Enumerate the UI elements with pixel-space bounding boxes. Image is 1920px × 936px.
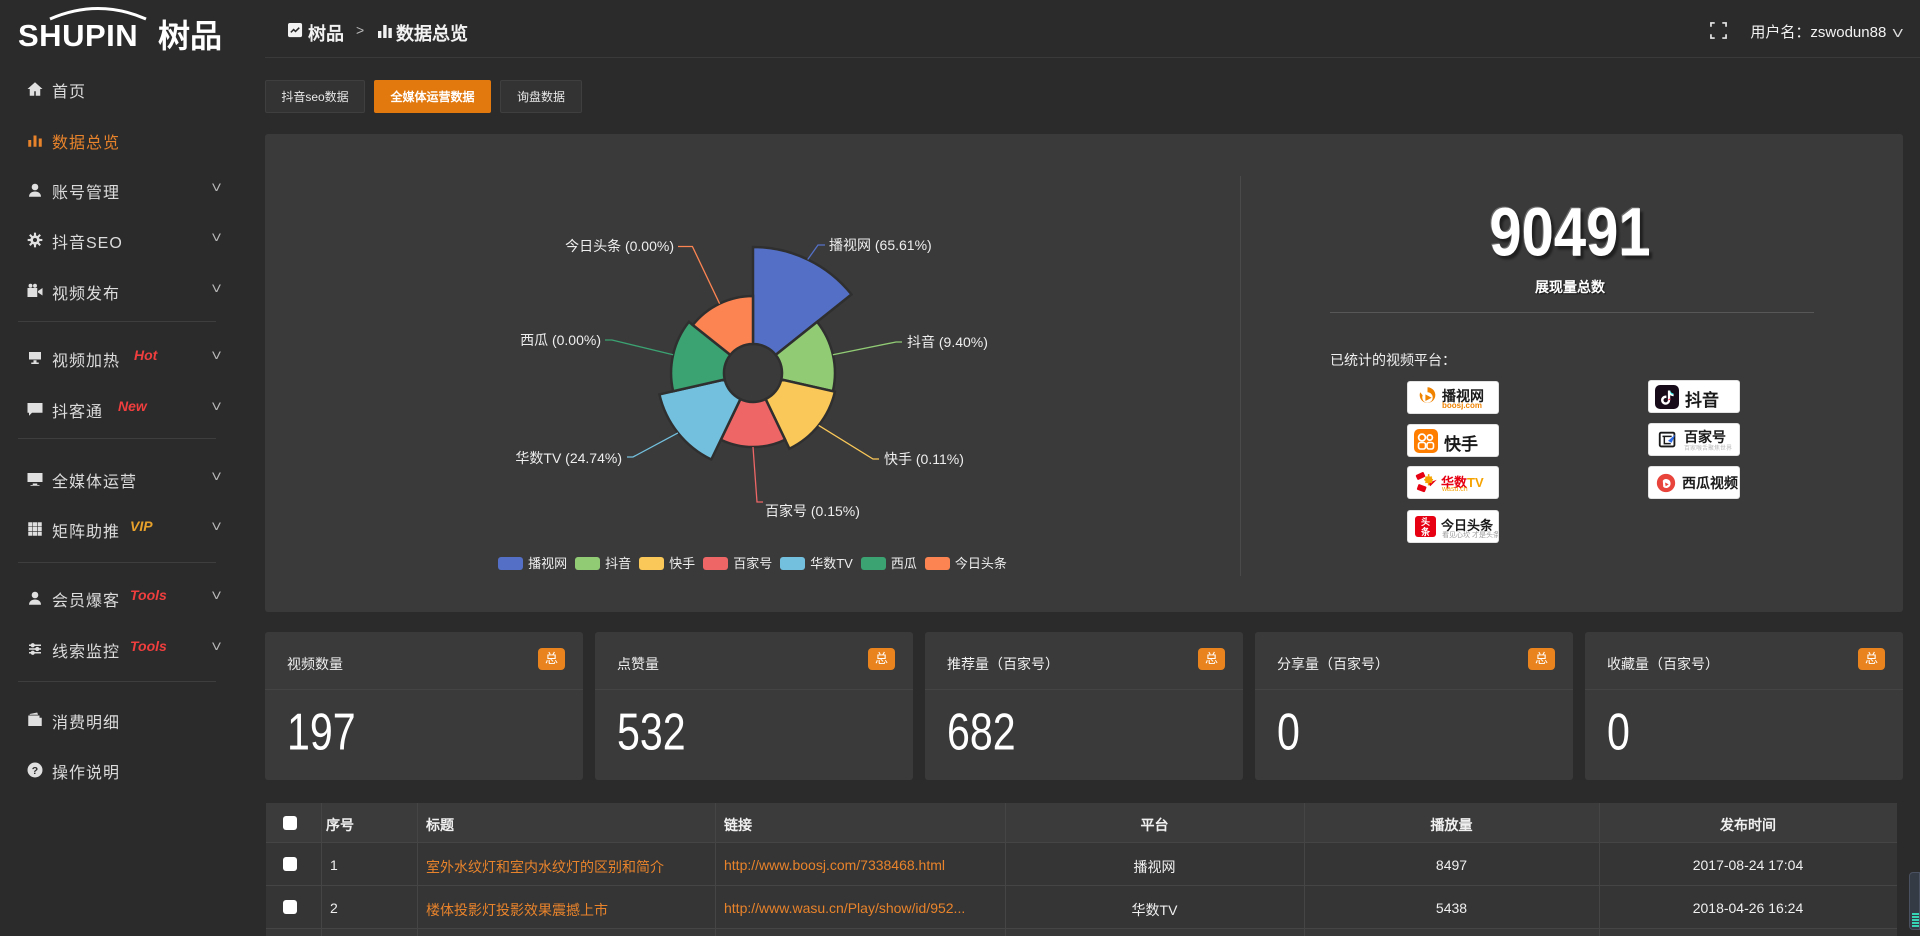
svg-text:快手 (0.11%): 快手 (0.11%) bbox=[884, 451, 964, 467]
svg-text:华数TV (24.74%): 华数TV (24.74%) bbox=[515, 450, 622, 466]
svg-text:百家号 (0.15%): 百家号 (0.15%) bbox=[765, 503, 860, 519]
svg-text:SHUPIN: SHUPIN bbox=[18, 18, 138, 53]
svg-text:播视网 (65.61%): 播视网 (65.61%) bbox=[829, 237, 932, 253]
svg-text:西瓜 (0.00%): 西瓜 (0.00%) bbox=[520, 332, 601, 348]
svg-text:?: ? bbox=[32, 765, 38, 777]
svg-text:抖音 (9.40%): 抖音 (9.40%) bbox=[907, 334, 988, 350]
svg-text:树品: 树品 bbox=[158, 18, 222, 54]
svg-text:今日头条 (0.00%): 今日头条 (0.00%) bbox=[565, 238, 674, 254]
